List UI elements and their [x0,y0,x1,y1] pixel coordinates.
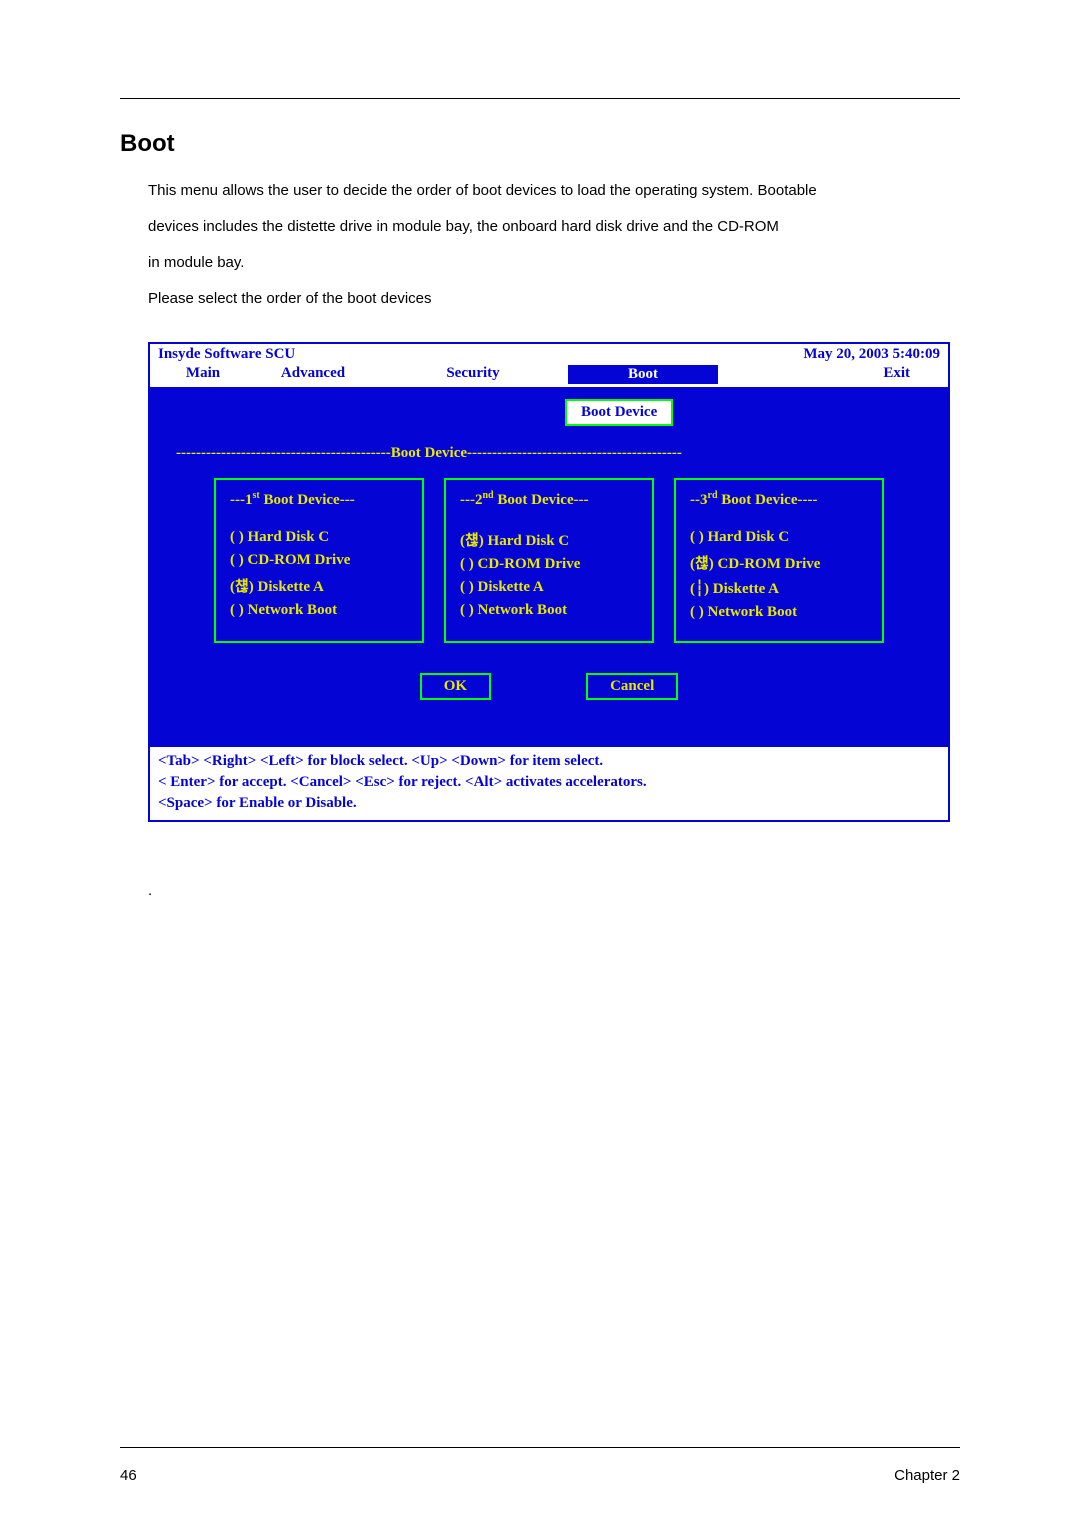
intro-line-2: devices includes the distette drive in m… [148,212,960,242]
stray-dot: . [148,882,960,899]
bios-datetime: May 20, 2003 5:40:09 [803,346,940,363]
intro-line-3: in module bay. [148,248,960,278]
ok-button[interactable]: OK [420,673,491,700]
cancel-button[interactable]: Cancel [586,673,678,700]
col3-cdrom-drive[interactable]: (첂) CD-ROM Drive [690,552,868,573]
dialog-buttons: OK Cancel [176,673,922,700]
footer-line-1: <Tab> <Right> <Left> for block select. <… [158,751,940,772]
bios-body: Boot Device Boot Device ---1st Boot Devi… [150,387,948,747]
boot-device-frame: Boot Device ---1st Boot Device--- ( ) Ha… [164,445,934,728]
bios-header: Insyde Software SCU May 20, 2003 5:40:09 [150,344,948,365]
col3-title: --3rd Boot Device---- [690,490,868,509]
col3-network-boot[interactable]: ( ) Network Boot [690,604,868,621]
menu-main[interactable]: Main [158,365,248,384]
intro-line-1: This menu allows the user to decide the … [148,176,960,206]
first-boot-device: ---1st Boot Device--- ( ) Hard Disk C ( … [214,478,424,643]
col2-network-boot[interactable]: ( ) Network Boot [460,602,638,619]
bios-menubar: Main Advanced Security Boot Exit [150,365,948,387]
col1-network-boot[interactable]: ( ) Network Boot [230,602,408,619]
third-boot-device: --3rd Boot Device---- ( ) Hard Disk C (첂… [674,478,884,643]
frame-label: Boot Device [176,445,922,462]
page-number: 46 [120,1467,137,1484]
menu-boot[interactable]: Boot [568,365,718,384]
header-rule [120,98,960,99]
chapter-label: Chapter 2 [894,1467,960,1484]
section-title: Boot [120,130,960,158]
menu-exit[interactable]: Exit [718,365,940,384]
intro-line-4: Please select the order of the boot devi… [148,284,960,314]
footer-line-2: < Enter> for accept. <Cancel> <Esc> for … [158,772,940,793]
bios-brand: Insyde Software SCU [158,346,295,363]
boot-columns: ---1st Boot Device--- ( ) Hard Disk C ( … [176,478,922,643]
col3-diskette-a[interactable]: (┆) Diskette A [690,579,868,598]
col1-cdrom-drive[interactable]: ( ) CD-ROM Drive [230,552,408,569]
page-content: Boot This menu allows the user to decide… [0,0,1080,939]
footer-rule [120,1447,960,1448]
second-boot-device: ---2nd Boot Device--- (첂) Hard Disk C ( … [444,478,654,643]
col3-hard-disk-c[interactable]: ( ) Hard Disk C [690,529,868,546]
menu-security[interactable]: Security [378,365,568,384]
col1-diskette-a[interactable]: (첂) Diskette A [230,575,408,596]
col2-cdrom-drive[interactable]: ( ) CD-ROM Drive [460,556,638,573]
bios-window: Insyde Software SCU May 20, 2003 5:40:09… [148,342,950,822]
menu-advanced[interactable]: Advanced [248,365,378,384]
boot-device-pill[interactable]: Boot Device [565,399,673,426]
footer-line-3: <Space> for Enable or Disable. [158,793,940,814]
col2-diskette-a[interactable]: ( ) Diskette A [460,579,638,596]
col2-title: ---2nd Boot Device--- [460,490,638,509]
col1-title: ---1st Boot Device--- [230,490,408,509]
col2-hard-disk-c[interactable]: (첂) Hard Disk C [460,529,638,550]
bios-footer: <Tab> <Right> <Left> for block select. <… [150,747,948,820]
col1-hard-disk-c[interactable]: ( ) Hard Disk C [230,529,408,546]
